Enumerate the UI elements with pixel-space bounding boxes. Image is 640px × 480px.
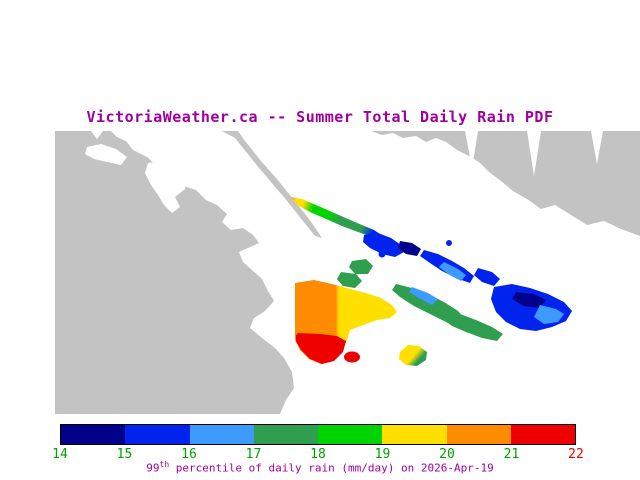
colorbar-tick-label: 18 bbox=[310, 447, 326, 462]
island-blue bbox=[363, 233, 404, 257]
island-blue-large bbox=[491, 284, 572, 331]
colorbar-segment bbox=[189, 425, 254, 444]
colorbar-tick-label: 16 bbox=[181, 447, 197, 462]
fjord-notch bbox=[465, 131, 478, 168]
land-layer bbox=[55, 131, 640, 414]
colorbar-segment bbox=[61, 425, 126, 444]
colorbar-tick-label: 22 bbox=[568, 447, 584, 462]
colorbar-tick-label: 14 bbox=[52, 447, 68, 462]
island-green-strip bbox=[441, 310, 503, 341]
island-green bbox=[337, 272, 362, 288]
islet-blue-dot bbox=[378, 250, 386, 258]
colorbar-ticks: 14 15 16 17 18 19 20 21 22 bbox=[52, 447, 584, 462]
water-features bbox=[85, 131, 603, 213]
caption-text: percentile of daily rain (mm/day) on 202… bbox=[169, 461, 494, 475]
colorbar-tick-label: 21 bbox=[503, 447, 520, 462]
islet-blue-dot bbox=[446, 240, 452, 246]
island-saltspring-red-lobe bbox=[296, 333, 346, 364]
land-vancouver-island bbox=[55, 131, 294, 414]
lake bbox=[85, 144, 127, 165]
colorbar bbox=[60, 424, 576, 445]
colorbar-segment bbox=[446, 425, 511, 444]
island-yellow-green-islet bbox=[399, 345, 427, 366]
island-red-islet bbox=[344, 351, 360, 363]
inlet-notch bbox=[91, 131, 103, 139]
colorbar-segment bbox=[318, 425, 383, 444]
land-peninsula bbox=[222, 131, 322, 238]
colorbar-tick-label: 20 bbox=[439, 447, 455, 462]
caption-superscript: th bbox=[159, 460, 170, 469]
fjord-notch bbox=[527, 131, 541, 176]
island-lightblue-patch bbox=[439, 262, 466, 281]
island-blue-cap bbox=[409, 287, 438, 305]
colorbar-segment bbox=[510, 425, 575, 444]
island-gradient-strip bbox=[291, 197, 380, 237]
colorbar-tick-label: 15 bbox=[116, 447, 133, 462]
island-lightblue-patch bbox=[534, 305, 564, 324]
colorbar-segment bbox=[125, 425, 190, 444]
land-mainland bbox=[371, 131, 640, 236]
page-title: VictoriaWeather.ca -- Summer Total Daily… bbox=[86, 108, 554, 126]
colorbar-segment bbox=[382, 425, 447, 444]
lake bbox=[145, 161, 187, 213]
island-navy bbox=[398, 241, 421, 256]
colorbar-segment bbox=[253, 425, 318, 444]
colorbar-caption: 99th percentile of daily rain (mm/day) o… bbox=[0, 460, 640, 475]
colorbar-tick-label: 17 bbox=[245, 447, 262, 462]
fjord-notch bbox=[591, 131, 603, 164]
colorbar-tick-label: 19 bbox=[374, 447, 391, 462]
island-blue bbox=[474, 268, 500, 286]
caption-value: 99 bbox=[146, 461, 160, 475]
data-islands bbox=[291, 197, 572, 366]
island-green bbox=[349, 259, 373, 274]
island-navy-patch bbox=[512, 292, 546, 308]
